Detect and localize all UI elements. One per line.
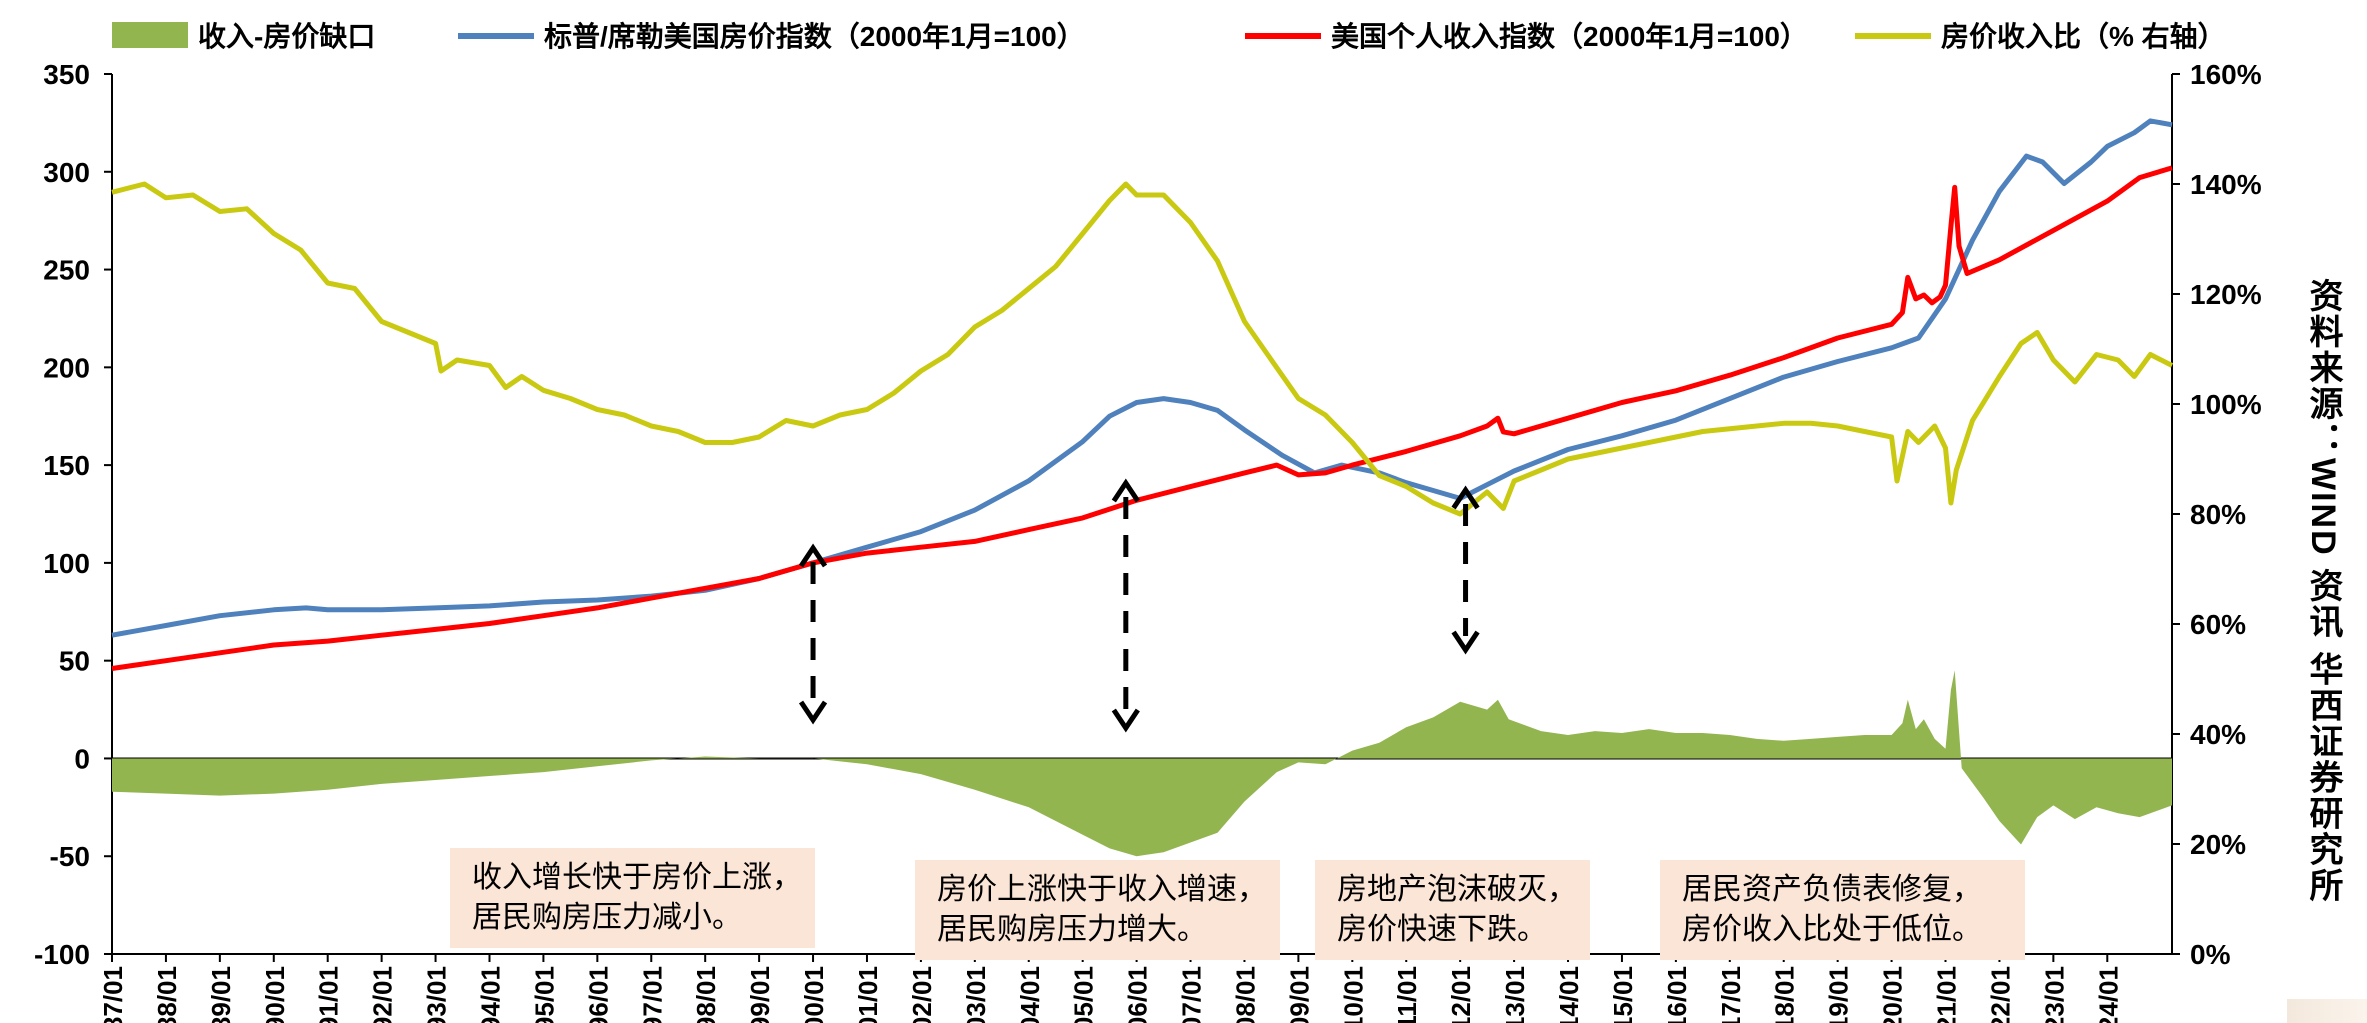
left-tick-label: 250 bbox=[43, 255, 90, 286]
x-tick-label: 24/01 bbox=[2093, 966, 2123, 1023]
annotation-box-1: 收入增长快于房价上涨， 居民购房压力减小。 bbox=[450, 848, 815, 948]
right-tick-label: 120% bbox=[2190, 279, 2262, 310]
series-lines-layer bbox=[111, 118, 2174, 671]
price-income-ratio-line bbox=[111, 181, 2174, 517]
x-tick-label: 12/01 bbox=[1446, 966, 1476, 1023]
x-tick-label: 23/01 bbox=[2039, 966, 2069, 1023]
x-tick-label: 00/01 bbox=[799, 966, 829, 1023]
right-tick-label: 20% bbox=[2190, 829, 2246, 860]
double-arrow bbox=[1111, 478, 1140, 733]
annotation-line: 居民购房压力增大。 bbox=[937, 912, 1207, 947]
annotation-line: 居民购房压力减小。 bbox=[472, 900, 742, 935]
x-tick-label: 22/01 bbox=[1985, 966, 2015, 1023]
x-tick-label: 13/01 bbox=[1500, 966, 1530, 1023]
left-tick-label: 150 bbox=[43, 450, 90, 481]
annotation-box-4: 居民资产负债表修复， 房价收入比处于低位。 bbox=[1660, 860, 2025, 960]
annotation-line: 房价收入比处于低位。 bbox=[1682, 912, 1982, 947]
annotation-line: 房地产泡沫破灭， bbox=[1337, 872, 1577, 907]
legend: 收入-房价缺口 标普/席勒美国房价指数（2000年1月=100） 美国个人收入指数（… bbox=[112, 20, 2226, 52]
axes: -100 -50 0 50 100 150 200 250 300 350 0% 20% 40% 60% 8… bbox=[34, 59, 2262, 1023]
x-tick-label: 07/01 bbox=[1177, 966, 1207, 1023]
x-tick-label: 92/01 bbox=[368, 966, 398, 1023]
legend-label: 美国个人收入指数（2000年1月=100） bbox=[1331, 20, 1808, 52]
x-tick-label: 16/01 bbox=[1662, 966, 1692, 1023]
x-tick-label: 14/01 bbox=[1554, 966, 1584, 1023]
double-arrow bbox=[798, 543, 828, 725]
arrow-head-down bbox=[1451, 630, 1480, 655]
x-tick-label: 18/01 bbox=[1770, 966, 1800, 1023]
annotation-line: 房价快速下跌。 bbox=[1337, 912, 1547, 947]
arrow-head-up bbox=[1451, 485, 1480, 510]
x-tick-label: 19/01 bbox=[1824, 966, 1854, 1023]
x-tick-label: 09/01 bbox=[1284, 966, 1314, 1023]
right-tick-label: 140% bbox=[2190, 169, 2262, 200]
x-tick-label: 20/01 bbox=[1878, 966, 1908, 1023]
x-tick-label: 03/01 bbox=[961, 966, 991, 1023]
x-tick-label: 04/01 bbox=[1015, 966, 1045, 1023]
annotation-line: 收入增长快于房价上涨， bbox=[472, 860, 802, 895]
arrow-head-down bbox=[798, 700, 828, 725]
left-tick-label: -50 bbox=[50, 841, 90, 872]
source-note: 资料来源：WIND 资讯 华西证券研究所 bbox=[2304, 278, 2342, 904]
right-tick-label: 100% bbox=[2190, 389, 2262, 420]
x-tick-label: 87/01 bbox=[98, 966, 128, 1023]
left-tick-label: 350 bbox=[43, 59, 90, 90]
x-tick-label: 21/01 bbox=[1932, 966, 1962, 1023]
x-tick-label: 11/01 bbox=[1392, 966, 1422, 1023]
legend-swatch-area bbox=[112, 22, 188, 48]
left-tick-label: 50 bbox=[59, 646, 90, 677]
legend-label: 收入-房价缺口 bbox=[198, 20, 375, 52]
x-tick-label: 95/01 bbox=[529, 966, 559, 1023]
left-tick-label: -100 bbox=[34, 939, 90, 970]
left-tick-label: 200 bbox=[43, 352, 90, 383]
x-tick-label: 01/01 bbox=[853, 966, 883, 1023]
right-tick-label: 80% bbox=[2190, 499, 2246, 530]
annotation-box-2: 房价上涨快于收入增速， 居民购房压力增大。 bbox=[915, 860, 1280, 960]
right-tick-label: 160% bbox=[2190, 59, 2262, 90]
right-tick-label: 0% bbox=[2190, 939, 2231, 970]
left-tick-label: 100 bbox=[43, 548, 90, 579]
right-tick-label: 40% bbox=[2190, 719, 2246, 750]
x-tick-label: 98/01 bbox=[691, 966, 721, 1023]
legend-label: 房价收入比（% 右轴） bbox=[1941, 20, 2226, 52]
x-tick-label: 15/01 bbox=[1608, 966, 1638, 1023]
arrow-head-up bbox=[798, 543, 828, 568]
left-tick-label: 300 bbox=[43, 157, 90, 188]
x-tick-label: 06/01 bbox=[1123, 966, 1153, 1023]
right-tick-label: 60% bbox=[2190, 609, 2246, 640]
left-tick-label: 0 bbox=[74, 743, 90, 774]
income-index-line bbox=[111, 165, 2173, 671]
x-tick-label: 02/01 bbox=[907, 966, 937, 1023]
arrows-layer bbox=[798, 478, 1480, 733]
annotation-box-3: 房地产泡沫破灭， 房价快速下跌。 bbox=[1315, 860, 1590, 960]
gap-area-layer bbox=[112, 670, 2172, 857]
x-tick-label: 96/01 bbox=[583, 966, 613, 1023]
annotation-line: 居民资产负债表修复， bbox=[1682, 872, 1982, 907]
x-tick-label: 93/01 bbox=[422, 966, 452, 1023]
x-tick-label: 97/01 bbox=[637, 966, 667, 1023]
x-tick-label: 17/01 bbox=[1716, 966, 1746, 1023]
x-tick-label: 91/01 bbox=[314, 966, 344, 1023]
x-tick-label: 05/01 bbox=[1069, 966, 1099, 1023]
double-arrow bbox=[1451, 485, 1480, 655]
x-tick-label: 99/01 bbox=[745, 966, 775, 1023]
corner-decoration bbox=[2287, 999, 2367, 1023]
arrow-head-up bbox=[1111, 478, 1140, 503]
x-tick-label: 94/01 bbox=[475, 966, 505, 1023]
x-tick-label: 89/01 bbox=[206, 966, 236, 1023]
annotation-line: 房价上涨快于收入增速， bbox=[937, 872, 1267, 907]
legend-label: 标普/席勒美国房价指数（2000年1月=100） bbox=[544, 20, 1085, 52]
home-price-index-line bbox=[111, 118, 2173, 638]
arrow-head-down bbox=[1111, 708, 1140, 733]
x-tick-label: 88/01 bbox=[152, 966, 182, 1023]
gap-area bbox=[112, 670, 2172, 857]
x-tick-label: 08/01 bbox=[1230, 966, 1260, 1023]
x-tick-label: 90/01 bbox=[260, 966, 290, 1023]
x-tick-label: 10/01 bbox=[1338, 966, 1368, 1023]
